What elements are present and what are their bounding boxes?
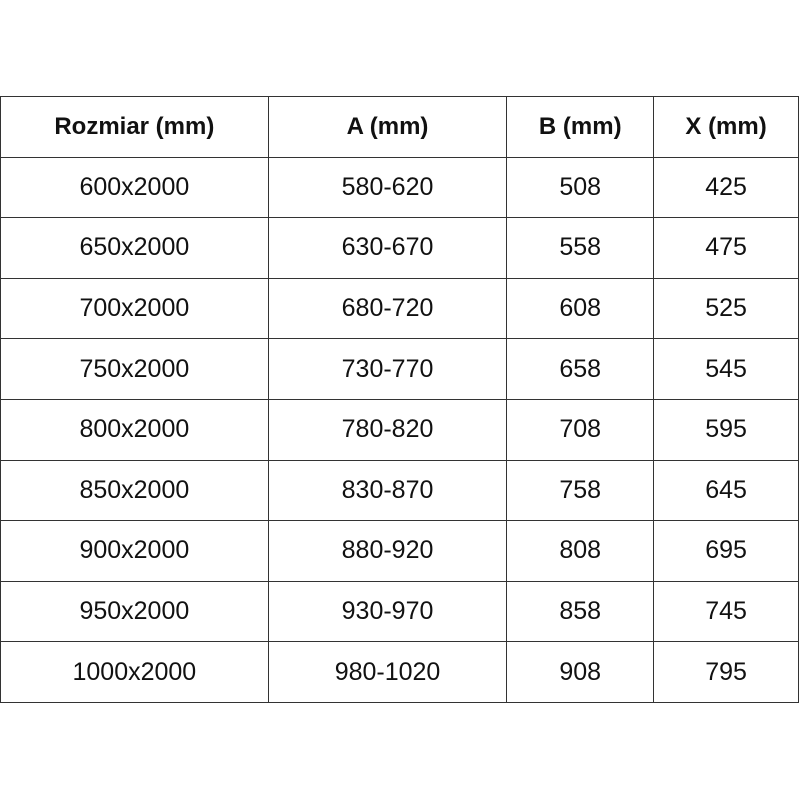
header-row: Rozmiar (mm) A (mm) B (mm) X (mm)	[0, 96, 799, 158]
cell-a: 830-870	[267, 459, 508, 522]
cell-size: 600x2000	[0, 156, 269, 219]
cell-x: 595	[653, 398, 799, 461]
cell-a: 680-720	[267, 277, 508, 340]
cell-x: 525	[653, 277, 799, 340]
cell-a: 630-670	[267, 217, 508, 279]
cell-b: 908	[506, 641, 655, 703]
table-row: 1000x2000 980-1020 908 795	[0, 641, 799, 703]
table-row: 850x2000 830-870 758 645	[0, 459, 799, 522]
cell-size: 950x2000	[0, 580, 269, 643]
cell-size: 800x2000	[0, 398, 269, 461]
cell-size: 900x2000	[0, 520, 269, 582]
header-b: B (mm)	[506, 96, 655, 158]
table-row: 950x2000 930-970 858 745	[0, 580, 799, 643]
cell-b: 758	[506, 459, 655, 522]
cell-b: 508	[506, 156, 655, 219]
cell-x: 795	[653, 641, 799, 703]
cell-size: 850x2000	[0, 459, 269, 522]
cell-size: 650x2000	[0, 217, 269, 279]
table-row: 700x2000 680-720 608 525	[0, 277, 799, 340]
header-x: X (mm)	[653, 96, 799, 158]
cell-b: 858	[506, 580, 655, 643]
cell-a: 880-920	[267, 520, 508, 582]
cell-x: 425	[653, 156, 799, 219]
cell-b: 808	[506, 520, 655, 582]
cell-x: 695	[653, 520, 799, 582]
table-row: 600x2000 580-620 508 425	[0, 156, 799, 219]
cell-b: 608	[506, 277, 655, 340]
cell-size: 700x2000	[0, 277, 269, 340]
cell-x: 645	[653, 459, 799, 522]
table-row: 750x2000 730-770 658 545	[0, 338, 799, 400]
table-row: 900x2000 880-920 808 695	[0, 520, 799, 582]
header-size: Rozmiar (mm)	[0, 96, 269, 158]
table-row: 800x2000 780-820 708 595	[0, 398, 799, 461]
cell-x: 475	[653, 217, 799, 279]
cell-x: 745	[653, 580, 799, 643]
cell-a: 930-970	[267, 580, 508, 643]
cell-a: 580-620	[267, 156, 508, 219]
table-row: 650x2000 630-670 558 475	[0, 217, 799, 279]
cell-a: 780-820	[267, 398, 508, 461]
cell-size: 750x2000	[0, 338, 269, 400]
header-a: A (mm)	[267, 96, 508, 158]
cell-size: 1000x2000	[0, 641, 269, 703]
cell-b: 558	[506, 217, 655, 279]
cell-a: 730-770	[267, 338, 508, 400]
cell-x: 545	[653, 338, 799, 400]
cell-b: 708	[506, 398, 655, 461]
cell-a: 980-1020	[267, 641, 508, 703]
cell-b: 658	[506, 338, 655, 400]
size-table: Rozmiar (mm) A (mm) B (mm) X (mm) 600x20…	[0, 96, 799, 703]
